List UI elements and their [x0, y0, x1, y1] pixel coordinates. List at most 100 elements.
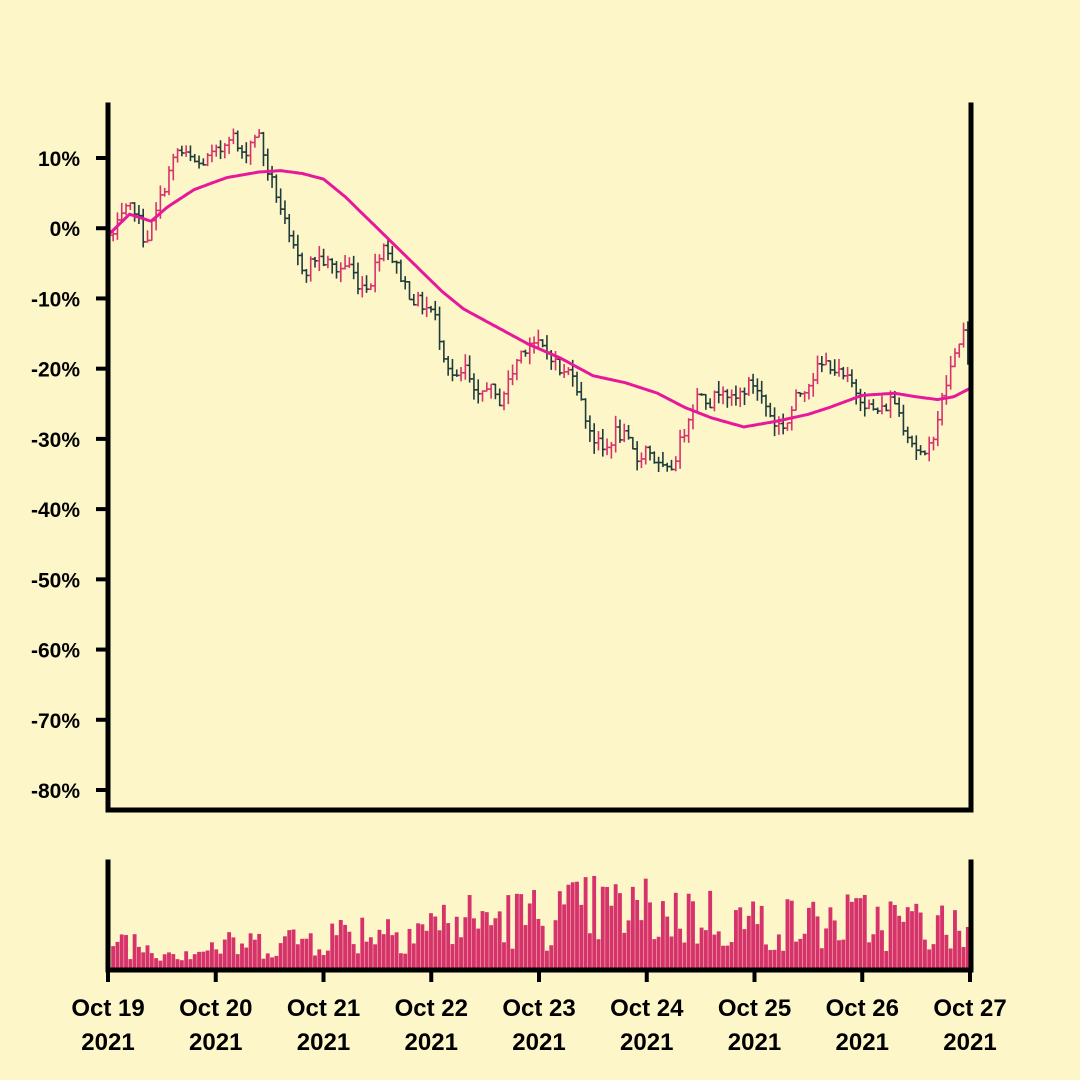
volume-bar — [648, 902, 652, 968]
ohlc-bar — [810, 372, 816, 397]
ohlc-bar — [956, 343, 962, 358]
date-tick-label: Oct 25 — [718, 995, 791, 1022]
ohlc-bar — [411, 293, 417, 306]
volume-bar — [124, 935, 128, 968]
ohlc-bar — [797, 391, 803, 397]
ohlc-bar — [540, 339, 546, 348]
ohlc-bar — [561, 364, 567, 378]
volume-bar — [265, 953, 270, 968]
volume-bar — [652, 939, 657, 968]
ohlc-bar — [720, 386, 726, 405]
volume-bar — [132, 934, 137, 968]
date-tick-year: 2021 — [620, 1029, 673, 1056]
volume-bar — [944, 934, 949, 968]
ohlc-bar — [209, 144, 215, 163]
volume-bar — [927, 949, 932, 968]
ohlc-bar — [415, 291, 421, 307]
ohlc-bar — [286, 213, 292, 243]
volume-bar — [562, 904, 567, 968]
volume-bar — [691, 901, 695, 968]
ohlc-bar — [750, 373, 756, 394]
ohlc-bar — [883, 403, 889, 412]
volume-bar — [313, 955, 317, 968]
volume-bar — [433, 916, 438, 968]
ohlc-bar — [901, 404, 906, 436]
volume-bar — [136, 946, 141, 968]
ohlc-bar — [609, 441, 614, 459]
volume-bar — [553, 920, 558, 968]
ohlc-bar — [557, 358, 563, 376]
ohlc-bar — [819, 355, 825, 373]
ohlc-bar — [866, 399, 872, 410]
ohlc-bar — [510, 364, 515, 386]
volume-bar — [188, 959, 193, 968]
ohlc-bar — [690, 404, 696, 430]
ohlc-bar — [694, 388, 700, 413]
volume-bar — [227, 932, 232, 968]
volume-bar — [888, 901, 893, 968]
ohlc-bar — [269, 165, 275, 188]
ohlc-bar — [832, 359, 838, 376]
volume-bar — [733, 910, 738, 968]
ohlc-bar — [630, 436, 636, 450]
volume-bar — [849, 901, 854, 968]
volume-bar — [175, 959, 180, 968]
volume-bar — [669, 936, 674, 968]
ohlc-bar — [639, 452, 644, 469]
volume-bar — [811, 901, 816, 968]
volume-bar — [459, 937, 463, 968]
ohlc-bar — [278, 188, 284, 215]
volume-bar — [957, 930, 962, 968]
ohlc-bars — [110, 128, 971, 473]
volume-bar — [141, 952, 146, 968]
ohlc-bar — [316, 246, 322, 272]
ohlc-bar — [402, 276, 408, 290]
volume-bar — [802, 933, 807, 968]
ohlc-bar — [767, 402, 773, 418]
ohlc-bar — [179, 145, 185, 157]
price-tick-label: -30% — [31, 429, 80, 452]
ohlc-bar — [471, 373, 477, 400]
volume-bar — [768, 950, 773, 968]
volume-bar — [605, 887, 610, 968]
volume-bar — [441, 904, 446, 968]
ohlc-bar — [785, 422, 790, 431]
ohlc-bar — [308, 256, 314, 282]
volume-bar — [244, 947, 249, 968]
price-tick-label: -20% — [31, 359, 80, 382]
ohlc-bar — [926, 436, 932, 462]
ohlc-bar — [450, 358, 455, 382]
volume-bar — [682, 942, 687, 968]
volume-bar — [386, 919, 390, 968]
ohlc-bar — [226, 136, 232, 154]
price-tick-label: -10% — [31, 288, 80, 311]
price-tick-label: -50% — [31, 569, 80, 592]
ohlc-bar — [836, 358, 842, 377]
ohlc-bar — [239, 145, 245, 159]
volume-bar — [948, 948, 953, 968]
volume-bar — [514, 893, 519, 968]
ohlc-bar — [523, 349, 528, 357]
volume-bar — [953, 910, 957, 968]
ohlc-bar — [673, 456, 679, 472]
volume-bar — [162, 954, 167, 968]
ohlc-bar — [200, 158, 206, 166]
price-tick-label: 0% — [50, 218, 81, 241]
ohlc-bar — [828, 360, 833, 375]
volume-bar — [347, 931, 352, 968]
ohlc-bar — [566, 367, 571, 376]
ohlc-bar — [647, 445, 653, 461]
volume-bar — [450, 944, 455, 968]
ohlc-bar — [394, 260, 399, 274]
ohlc-bar — [398, 259, 404, 283]
volume-bar — [910, 911, 914, 968]
volume-bar — [158, 960, 163, 968]
volume-bar — [231, 937, 236, 968]
volume-bar — [308, 933, 313, 968]
ohlc-bar — [587, 415, 593, 442]
volume-bar — [270, 957, 274, 968]
ohlc-bar — [454, 369, 460, 377]
volume-bar — [613, 884, 618, 968]
volume-bar — [656, 936, 661, 968]
volume-bar — [557, 891, 562, 968]
